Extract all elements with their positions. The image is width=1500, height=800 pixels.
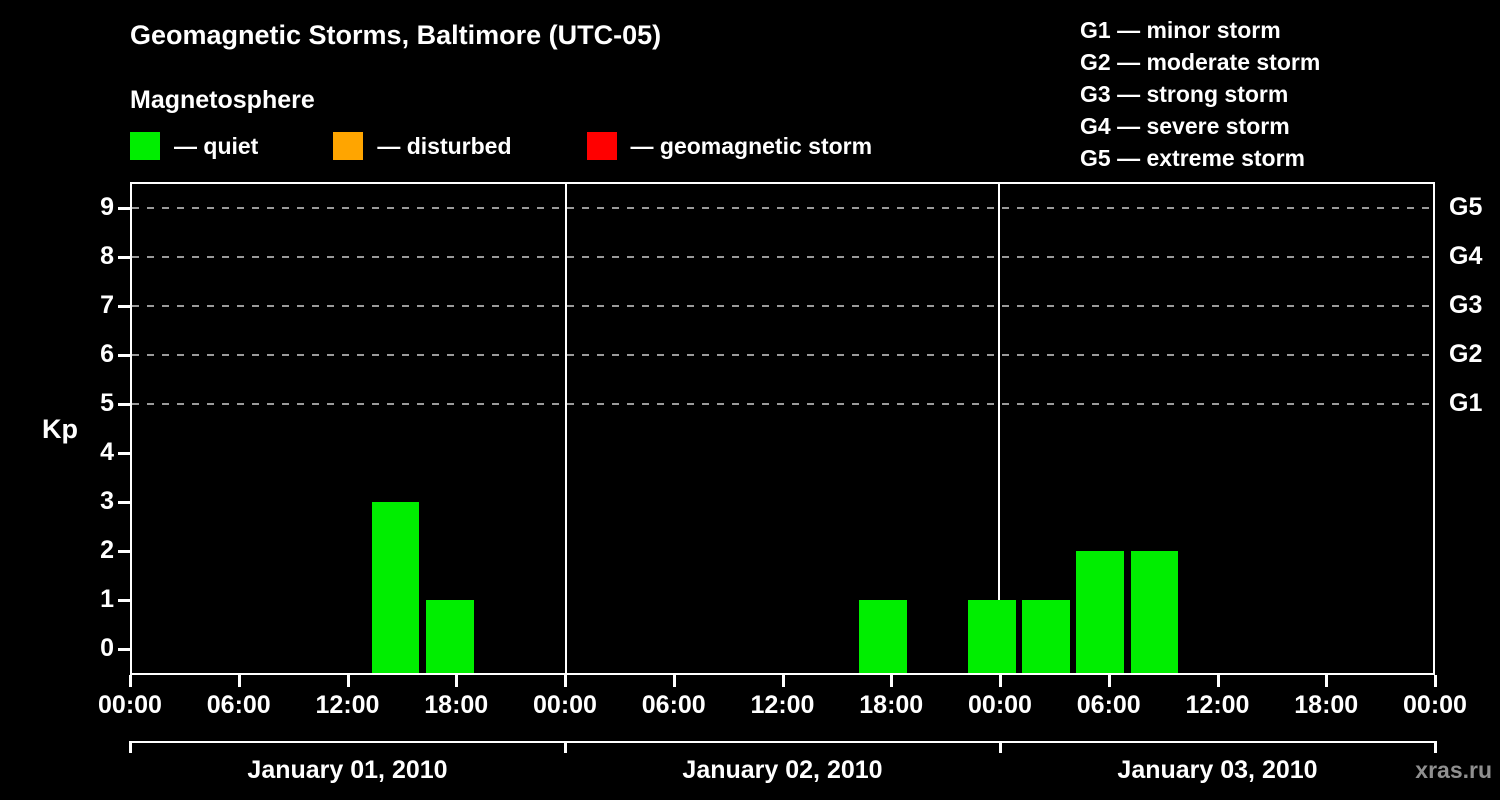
- chart-title: Geomagnetic Storms, Baltimore (UTC-05): [130, 20, 662, 50]
- x-tick-mark: [672, 675, 676, 687]
- y-tick-label: 8: [100, 242, 114, 271]
- x-tick-mark: [1434, 675, 1437, 687]
- date-axis-tick: [564, 741, 567, 753]
- storm-scale-g5: G5 — extreme storm: [1080, 145, 1305, 171]
- kp-bar: [1076, 550, 1124, 673]
- g-level-label: G2: [1449, 340, 1483, 369]
- date-label: January 03, 2010: [1117, 756, 1318, 784]
- x-tick-label: 18:00: [424, 691, 489, 719]
- x-tick-label: 12:00: [750, 691, 815, 719]
- y-tick-mark: [118, 451, 130, 455]
- gridline-kp8: [132, 256, 1433, 259]
- x-tick-label: 06:00: [206, 691, 271, 719]
- date-label: January 02, 2010: [682, 756, 883, 784]
- x-tick-mark: [1107, 675, 1111, 687]
- watermark: xras.ru: [1415, 757, 1492, 783]
- gridline-kp6: [132, 354, 1433, 357]
- g-level-label: G5: [1449, 193, 1483, 222]
- day-separator: [998, 184, 1001, 673]
- day-separator: [564, 184, 567, 673]
- storm-swatch: [586, 132, 617, 160]
- x-tick-mark: [237, 675, 241, 687]
- storm-scale-g3: G3 — strong storm: [1080, 81, 1289, 107]
- legend-label-storm: — geomagnetic storm: [630, 132, 873, 159]
- kp-bar: [1022, 599, 1070, 673]
- x-tick-label: 12:00: [1185, 691, 1250, 719]
- x-tick-mark: [1216, 675, 1220, 687]
- g-level-label: G4: [1449, 242, 1483, 271]
- x-tick-label: 18:00: [1294, 691, 1359, 719]
- x-tick-label: 00:00: [533, 691, 597, 719]
- legend-label-quiet: — quiet: [174, 132, 259, 159]
- kp-bar: [967, 599, 1016, 673]
- date-axis-tick: [999, 741, 1002, 753]
- x-tick-mark: [890, 675, 894, 687]
- x-tick-mark: [999, 675, 1002, 687]
- x-tick-mark: [455, 675, 459, 687]
- y-tick-mark: [118, 647, 130, 651]
- kp-bar: [1130, 550, 1179, 673]
- gridline-kp7: [132, 305, 1433, 308]
- legend-item-storm: — geomagnetic storm: [586, 132, 873, 160]
- x-tick-label: 00:00: [1403, 691, 1467, 719]
- legend-label-disturbed: — disturbed: [377, 132, 512, 159]
- y-tick-mark: [118, 549, 130, 553]
- x-tick-mark: [781, 675, 785, 687]
- date-axis-line: [130, 741, 1435, 743]
- legend-item-disturbed: — disturbed: [333, 132, 512, 160]
- chart-subtitle: Magnetosphere: [130, 86, 315, 114]
- kp-bar: [425, 599, 474, 673]
- storm-scale-legend: G1 — minor storm G2 — moderate storm G3 — …: [1080, 14, 1320, 174]
- y-tick-label: 6: [100, 340, 114, 369]
- date-axis-tick: [129, 741, 132, 753]
- y-tick-label: 1: [100, 584, 114, 613]
- x-tick-label: 00:00: [968, 691, 1032, 719]
- y-tick-mark: [118, 500, 130, 504]
- date-axis-tick: [1434, 741, 1437, 753]
- y-tick-label: 3: [100, 486, 114, 515]
- y-tick-mark: [118, 256, 130, 260]
- y-tick-mark: [118, 598, 130, 602]
- storm-scale-g1: G1 — minor storm: [1080, 17, 1281, 43]
- x-tick-label: 12:00: [315, 691, 380, 719]
- x-tick-mark: [346, 675, 350, 687]
- y-tick-label: 7: [100, 291, 114, 320]
- gridline-kp5: [132, 403, 1433, 406]
- y-tick-label: 2: [100, 535, 114, 564]
- storm-scale-g4: G4 — severe storm: [1080, 113, 1290, 139]
- date-label: January 01, 2010: [247, 756, 448, 784]
- y-tick-mark: [118, 305, 130, 309]
- y-tick-label: 9: [100, 193, 114, 222]
- x-tick-mark: [1325, 675, 1329, 687]
- kp-bar: [859, 599, 908, 673]
- quiet-swatch: [130, 132, 160, 160]
- x-tick-label: 06:00: [641, 691, 706, 719]
- gridline-kp9: [132, 207, 1433, 210]
- x-tick-mark: [564, 675, 567, 687]
- plot-area: [130, 182, 1435, 675]
- g-level-label: G1: [1449, 389, 1483, 418]
- storm-scale-g2: G2 — moderate storm: [1080, 49, 1321, 75]
- y-tick-label: 0: [100, 633, 114, 662]
- g-level-label: G3: [1449, 291, 1483, 320]
- y-tick-mark: [118, 403, 130, 407]
- legend-item-quiet: — quiet: [130, 132, 258, 160]
- x-tick-mark: [129, 675, 132, 687]
- y-axis-title: Kp: [42, 414, 78, 444]
- y-tick-label: 5: [100, 389, 114, 418]
- x-tick-label: 06:00: [1076, 691, 1141, 719]
- disturbed-swatch: [333, 132, 364, 160]
- x-tick-label: 00:00: [98, 691, 162, 719]
- x-tick-label: 18:00: [859, 691, 924, 719]
- kp-bar: [371, 501, 420, 673]
- y-tick-label: 4: [100, 437, 114, 466]
- kp-color-legend: — quiet — disturbed — geomagnetic storm: [130, 132, 947, 160]
- y-tick-mark: [118, 207, 130, 211]
- y-tick-mark: [118, 354, 130, 358]
